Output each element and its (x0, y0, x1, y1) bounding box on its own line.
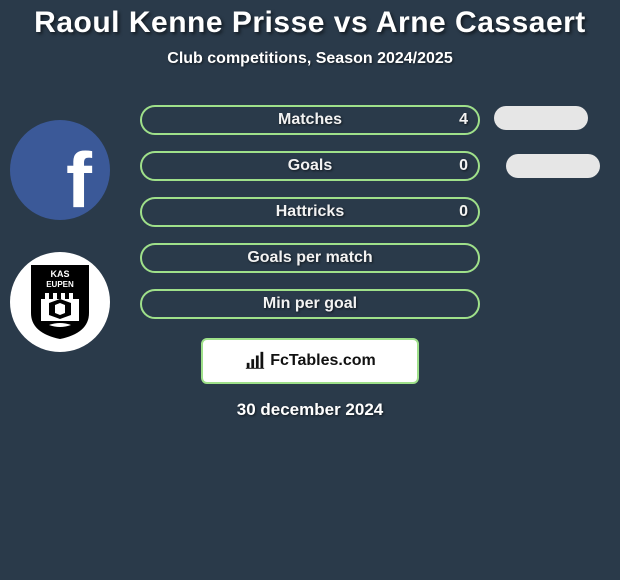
stat-label: Min per goal (263, 295, 357, 313)
stat-row-hattricks: Hattricks 0 (0, 196, 620, 228)
subtitle: Club competitions, Season 2024/2025 (0, 50, 620, 68)
brand-text: FcTables.com (270, 352, 376, 370)
stat-label: Goals (288, 157, 332, 175)
stat-bar: Goals 0 (140, 151, 480, 181)
stat-label: Goals per match (247, 249, 372, 267)
stat-row-goals: Goals 0 (0, 150, 620, 182)
bar-chart-icon (244, 350, 266, 372)
stat-value-left: 0 (459, 203, 468, 221)
stat-bar: Min per goal (140, 289, 480, 319)
date-text: 30 december 2024 (0, 400, 620, 420)
stat-row-min-per-goal: Min per goal (0, 288, 620, 320)
infographic-root: Raoul Kenne Prisse vs Arne Cassaert Club… (0, 0, 620, 580)
stats-area: Matches 4 Goals 0 Hattricks 0 Goals per … (0, 104, 620, 320)
page-title: Raoul Kenne Prisse vs Arne Cassaert (0, 6, 620, 40)
stat-value-left: 4 (459, 111, 468, 129)
stat-bar: Goals per match (140, 243, 480, 273)
stat-bar: Hattricks 0 (140, 197, 480, 227)
brand-box: FcTables.com (201, 338, 419, 384)
stat-label: Matches (278, 111, 342, 129)
stat-row-goals-per-match: Goals per match (0, 242, 620, 274)
stat-label: Hattricks (276, 203, 344, 221)
stat-value-left: 0 (459, 157, 468, 175)
brand-logo: FcTables.com (244, 350, 376, 372)
stat-row-matches: Matches 4 (0, 104, 620, 136)
stat-bar: Matches 4 (140, 105, 480, 135)
